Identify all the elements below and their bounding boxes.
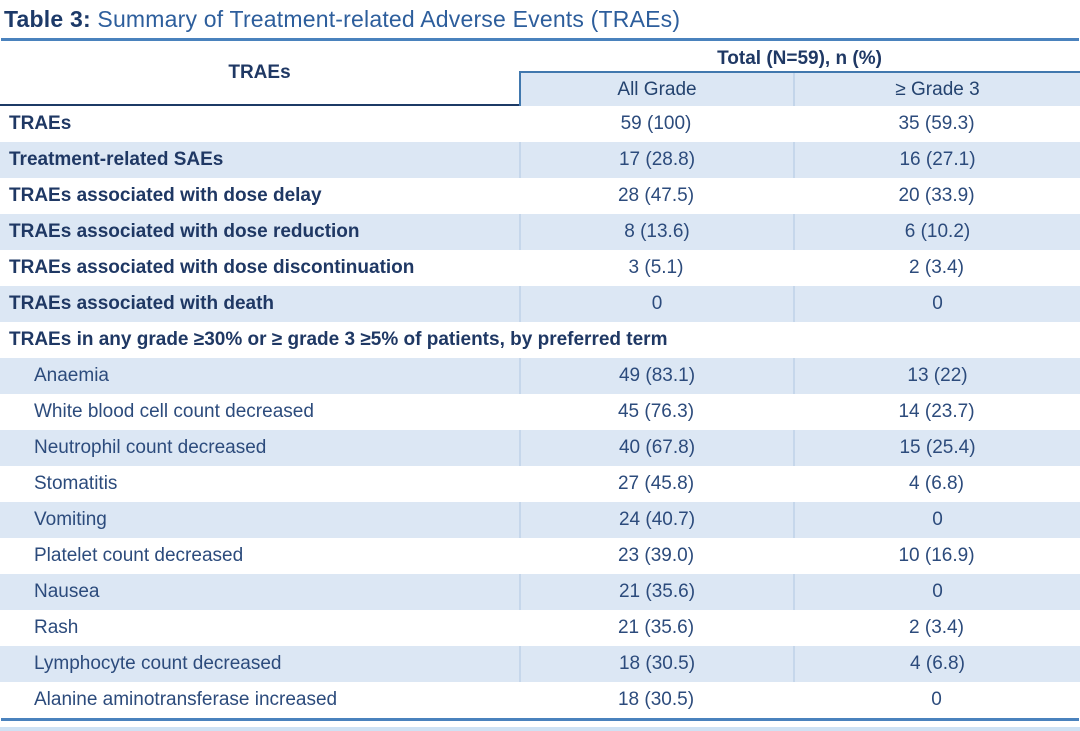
trae-label: TRAEs associated with death [9, 293, 275, 314]
grade3-value: 6 (10.2) [793, 214, 1080, 250]
trae-label: Alanine aminotransferase increased [34, 689, 338, 710]
table-row: Rash 21 (35.6) 2 (3.4) [0, 610, 1080, 646]
grade3-value: 2 (3.4) [909, 257, 964, 278]
all-grade-value: 28 (47.5) [617, 185, 695, 206]
all-grade-value: 23 (39.0) [617, 545, 695, 566]
table-body: TRAEs 59 (100) 35 (59.3) Treatment-related … [0, 106, 1080, 718]
all-grade-value: 3 (5.1) [628, 257, 684, 278]
trae-label: TRAEs associated with dose delay [9, 185, 322, 206]
trae-label: Vomiting [34, 509, 107, 530]
table-row: White blood cell count decreased 45 (76.3… [0, 394, 1080, 430]
title-rule [1, 38, 1079, 41]
table-row: Alanine aminotransferase increased 18 (30… [0, 682, 1080, 718]
all-grade-value: 40 (67.8) [519, 430, 793, 466]
grade3-value: 13 (22) [793, 358, 1080, 394]
trae-label: TRAEs [9, 113, 72, 134]
grade3-value: 14 (23.7) [898, 401, 975, 422]
trae-label: Stomatitis [34, 473, 118, 494]
bottom-strip [0, 727, 1080, 731]
trae-label: Rash [34, 617, 79, 638]
trae-label: Lymphocyte count decreased [34, 653, 282, 674]
table-row: Anaemia 49 (83.1) 13 (22) [0, 358, 1080, 394]
table-row: Neutrophil count decreased 40 (67.8) 15 (2… [0, 430, 1080, 466]
table-row: TRAEs associated with dose discontinuati… [0, 250, 1080, 286]
header-right-group: Total (N=59), n (%) All Grade ≥ Grade 3 [519, 41, 1080, 106]
table-row: Platelet count decreased 23 (39.0) 10 (16.… [0, 538, 1080, 574]
grade3-value: 10 (16.9) [898, 545, 975, 566]
all-grade-value: 21 (35.6) [519, 574, 793, 610]
trae-label: TRAEs associated with dose discontinuati… [9, 257, 415, 278]
table-title-prefix: Table 3: [4, 6, 91, 32]
all-grade-value: 8 (13.6) [519, 214, 793, 250]
trae-label: White blood cell count decreased [34, 401, 314, 422]
table-title-text: Summary of Treatment-related Adverse Eve… [90, 6, 681, 32]
grade3-value: 0 [793, 502, 1080, 538]
grade3-value: 0 [793, 286, 1080, 322]
table-row: Lymphocyte count decreased 18 (30.5) 4 (6.… [0, 646, 1080, 682]
table-row: TRAEs associated with death 0 0 [0, 286, 1080, 322]
grade3-value: 4 (6.8) [909, 473, 964, 494]
all-grade-value: 24 (40.7) [519, 502, 793, 538]
all-grade-value: 59 (100) [620, 113, 692, 134]
grade3-value: 0 [793, 574, 1080, 610]
trae-label: Nausea [34, 581, 100, 602]
all-grade-value: 0 [519, 286, 793, 322]
table-row: TRAEs associated with dose reduction 8 (1… [0, 214, 1080, 250]
table-row: Stomatitis 27 (45.8) 4 (6.8) [0, 466, 1080, 502]
column-header-grade3: ≥ Grade 3 [793, 73, 1080, 106]
trae-label: TRAEs associated with dose reduction [9, 221, 360, 242]
sub-header-row: All Grade ≥ Grade 3 [519, 71, 1080, 106]
bottom-rule [1, 718, 1079, 721]
table-header: TRAEs Total (N=59), n (%) All Grade ≥ Gr… [0, 41, 1080, 106]
all-grade-value: 21 (35.6) [617, 617, 695, 638]
trae-label: TRAEs in any grade ≥30% or ≥ grade 3 ≥5%… [9, 329, 668, 350]
table-row: TRAEs associated with dose delay 28 (47.5… [0, 178, 1080, 214]
table-row: Nausea 21 (35.6) 0 [0, 574, 1080, 610]
table-row: Vomiting 24 (40.7) 0 [0, 502, 1080, 538]
grade3-value: 4 (6.8) [793, 646, 1080, 682]
trae-label: Platelet count decreased [34, 545, 244, 566]
trae-label: Anaemia [34, 365, 109, 386]
grade3-value: 15 (25.4) [793, 430, 1080, 466]
trae-label: Neutrophil count decreased [34, 437, 267, 458]
table-title: Table 3: Summary of Treatment-related Ad… [0, 0, 1080, 38]
trae-label: Treatment-related SAEs [9, 149, 224, 170]
table-row: Treatment-related SAEs 17 (28.8) 16 (27.1) [0, 142, 1080, 178]
all-grade-value: 18 (30.5) [617, 689, 695, 710]
all-grade-value: 45 (76.3) [617, 401, 695, 422]
all-grade-value: 27 (45.8) [617, 473, 695, 494]
table-row: TRAEs 59 (100) 35 (59.3) [0, 106, 1080, 142]
column-header-all-grade: All Grade [617, 78, 697, 100]
grade3-value: 16 (27.1) [793, 142, 1080, 178]
grade3-value: 0 [931, 689, 942, 710]
all-grade-value: 18 (30.5) [519, 646, 793, 682]
all-grade-value: 49 (83.1) [519, 358, 793, 394]
grade3-value: 20 (33.9) [898, 185, 975, 206]
all-grade-value: 17 (28.8) [519, 142, 793, 178]
group-header-total: Total (N=59), n (%) [717, 48, 882, 69]
grade3-value: 2 (3.4) [909, 617, 964, 638]
column-header-traes: TRAEs [0, 41, 519, 106]
section-header-row: TRAEs in any grade ≥30% or ≥ grade 3 ≥5%… [0, 322, 1080, 358]
grade3-value: 35 (59.3) [898, 113, 975, 134]
